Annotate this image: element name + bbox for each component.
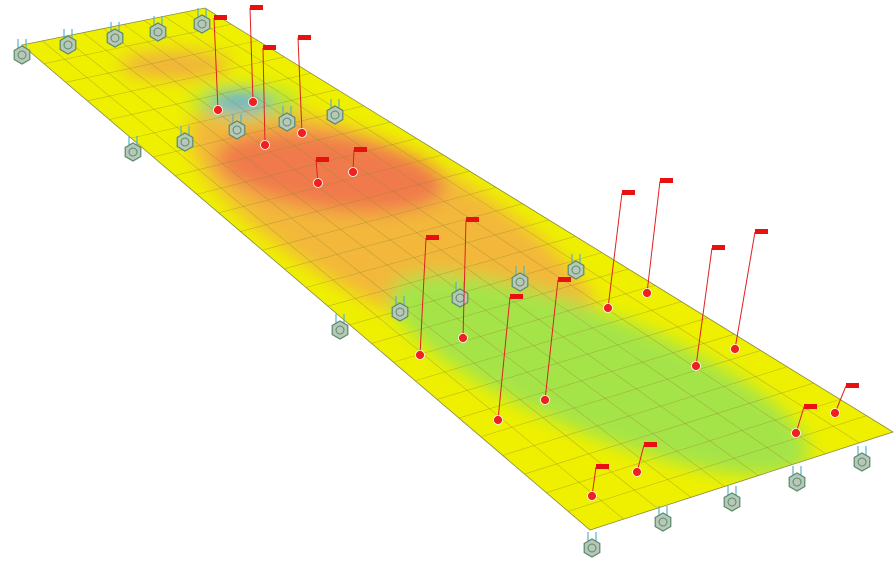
load-flag [298,35,311,40]
load-node [249,98,258,107]
support [724,486,740,511]
support-hex [568,261,584,279]
load-flag [596,464,609,469]
load-flag [214,15,227,20]
mesh-line [103,29,724,487]
load-node [633,468,642,477]
load-node [792,429,801,438]
load-node [692,362,701,371]
load-node [588,492,597,501]
load-flag [263,45,276,50]
load-flag [510,294,523,299]
load-flag [644,442,657,447]
support-hex [150,23,166,41]
load-node [261,141,270,150]
load-node [298,129,307,138]
load-flag [558,277,571,282]
load-node [214,106,223,115]
support-hex [452,289,468,307]
load-node [314,179,323,188]
support-hex [279,113,295,131]
load-node [731,345,740,354]
support-hex [789,473,805,491]
point-load [731,229,769,354]
load-flag [660,178,673,183]
load-flag [755,229,768,234]
support-hex [125,143,141,161]
support-hex [512,273,528,291]
load-flag [622,190,635,195]
load-flag [354,147,367,152]
page: (() => { const NS = 'http://www.w3.org/2… [0,0,895,563]
load-flag [712,245,725,250]
support-hex [327,106,343,124]
load-flag [846,383,859,388]
support-hex [14,46,30,64]
support [789,466,805,491]
load-node [831,409,840,418]
contour-orange-top [120,51,230,79]
support-hex [854,453,870,471]
support-hex [392,303,408,321]
support [655,506,671,531]
mesh-line [124,24,759,475]
support-hex [229,121,245,139]
load-line [735,232,755,349]
load-line [647,181,660,293]
support-hex [655,513,671,531]
load-node [643,289,652,298]
support-hex [107,29,123,47]
support-hex [584,539,600,557]
support-hex [724,493,740,511]
load-flag [804,404,817,409]
support [60,29,76,54]
load-node [494,416,503,425]
load-node [541,396,550,405]
point-load [643,178,674,298]
load-flag [426,235,439,240]
load-flag [250,5,263,10]
load-node [459,334,468,343]
support-hex [177,133,193,151]
load-node [349,168,358,177]
support [584,532,600,557]
load-node [604,304,613,313]
fem-model-view [0,0,895,563]
support [854,446,870,471]
support-hex [194,15,210,33]
support [14,39,30,64]
load-node [416,351,425,360]
support-hex [60,36,76,54]
load-flag [316,157,329,162]
load-flag [466,217,479,222]
support-hex [332,321,348,339]
